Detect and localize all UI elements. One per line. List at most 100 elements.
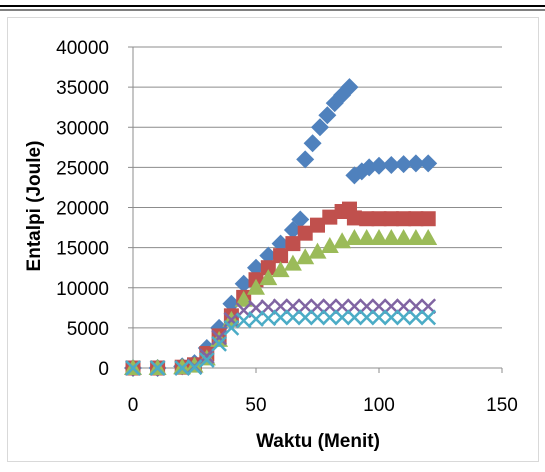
point-s3-16 <box>346 298 363 315</box>
point-s4-17 <box>358 309 375 326</box>
y-tick-label-35000: 35000 <box>56 78 109 99</box>
point-s4-4 <box>198 352 215 368</box>
point-s1-19 <box>371 211 387 227</box>
point-s0-10 <box>271 234 290 253</box>
point-s0-23 <box>370 156 388 175</box>
point-s4-9 <box>260 310 277 327</box>
point-s2-20 <box>394 228 413 245</box>
point-s4-19 <box>383 309 400 326</box>
point-s2-3 <box>185 356 204 373</box>
point-s0-13 <box>296 150 315 169</box>
y-tick-label-15000: 15000 <box>56 239 109 260</box>
point-s3-14 <box>321 298 338 315</box>
point-s1-9 <box>260 260 276 276</box>
point-s1-21 <box>396 211 412 227</box>
point-s1-23 <box>420 211 436 227</box>
point-s0-7 <box>234 274 253 293</box>
point-s2-7 <box>234 290 253 307</box>
point-s4-11 <box>285 309 301 326</box>
point-s4-2 <box>174 360 191 376</box>
point-s2-14 <box>320 237 339 254</box>
point-s2-11 <box>283 254 302 271</box>
point-s1-13 <box>310 217 325 233</box>
series-group <box>124 78 438 377</box>
point-s2-22 <box>419 228 438 245</box>
point-s4-13 <box>309 309 326 326</box>
point-s2-17 <box>357 228 376 245</box>
point-s4-12 <box>297 309 314 326</box>
point-s3-22 <box>420 298 437 315</box>
point-s0-14 <box>303 134 322 153</box>
point-s1-14 <box>322 209 338 225</box>
point-s0-8 <box>247 258 265 277</box>
point-s3-20 <box>395 298 412 315</box>
point-s2-12 <box>296 248 315 265</box>
point-s2-13 <box>308 242 327 259</box>
y-axis-title: Entalpi (Joule) <box>24 141 45 272</box>
point-s2-8 <box>247 278 265 295</box>
point-s4-10 <box>272 309 289 326</box>
point-s3-10 <box>272 298 289 315</box>
tick-labels: 0 50 100 150 0 5000 10000 15000 20000 25000 30000 3… <box>56 38 518 416</box>
point-s4-14 <box>321 309 338 326</box>
point-s4-16 <box>346 309 363 326</box>
point-s1-10 <box>273 248 289 264</box>
point-s2-16 <box>345 228 364 245</box>
x-tick-label-0: 0 <box>128 395 139 416</box>
point-s0-24 <box>382 155 401 174</box>
point-s3-19 <box>383 298 400 315</box>
point-s3-17 <box>358 298 375 315</box>
point-s0-16 <box>318 106 337 125</box>
point-s2-19 <box>382 228 401 245</box>
point-s3-15 <box>334 298 350 315</box>
series-4 <box>125 309 437 376</box>
point-s0-6 <box>222 294 241 313</box>
point-s1-22 <box>408 211 424 227</box>
point-s3-11 <box>285 298 301 315</box>
point-s3-12 <box>297 298 314 315</box>
point-s4-0 <box>125 360 141 376</box>
point-s2-18 <box>370 228 388 245</box>
point-s0-19 <box>340 78 359 97</box>
point-s4-1 <box>149 360 166 376</box>
point-s1-12 <box>297 225 313 241</box>
point-s0-26 <box>406 154 425 173</box>
y-tick-label-10000: 10000 <box>56 279 109 300</box>
grid-lines <box>133 46 502 329</box>
point-s0-12 <box>291 210 310 229</box>
point-s2-2 <box>173 358 192 375</box>
point-s3-13 <box>309 298 326 315</box>
point-s1-20 <box>383 211 399 227</box>
point-s1-11 <box>285 236 301 252</box>
point-s4-3 <box>186 359 203 376</box>
point-s3-4 <box>198 348 215 364</box>
y-tick-label-40000: 40000 <box>56 38 109 59</box>
point-s3-5 <box>211 329 227 346</box>
point-s3-9 <box>260 299 277 315</box>
y-tick-label-20000: 20000 <box>56 199 109 220</box>
x-tick-label-100: 100 <box>363 395 395 416</box>
point-s0-25 <box>394 155 413 174</box>
point-s3-21 <box>408 298 424 315</box>
point-s0-9 <box>259 246 278 265</box>
x-tick-label-150: 150 <box>486 395 518 416</box>
point-s0-27 <box>419 154 438 173</box>
chart-area-border <box>7 17 539 462</box>
y-tick-label-25000: 25000 <box>56 158 109 179</box>
point-s2-10 <box>271 261 290 278</box>
point-s4-15 <box>334 309 350 326</box>
point-s0-15 <box>310 118 329 137</box>
point-s4-6 <box>223 319 240 336</box>
point-s4-8 <box>248 311 264 327</box>
point-s4-5 <box>211 336 227 352</box>
point-s2-9 <box>259 269 278 286</box>
series-2 <box>124 228 438 375</box>
point-s4-18 <box>371 309 387 326</box>
x-tick-label-50: 50 <box>245 395 266 416</box>
point-s3-8 <box>248 299 264 316</box>
point-s1-17 <box>346 210 362 226</box>
point-s4-20 <box>395 309 412 326</box>
point-s3-18 <box>371 298 387 315</box>
